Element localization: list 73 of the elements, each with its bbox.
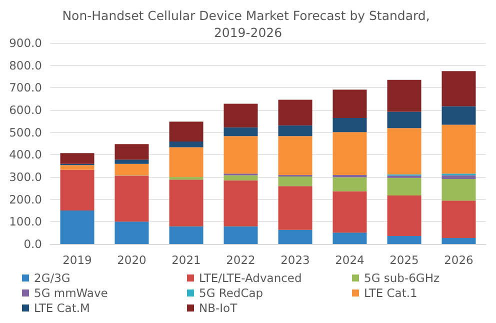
bar — [224, 180, 258, 226]
bar — [114, 164, 149, 176]
bar — [114, 222, 149, 244]
bar — [278, 230, 312, 244]
bar — [387, 128, 422, 174]
x-tick-label: 2025 — [390, 253, 419, 267]
bar — [169, 122, 204, 142]
bar — [278, 125, 312, 136]
bar — [278, 136, 312, 175]
bar — [169, 177, 204, 180]
x-tick-label: 2022 — [226, 253, 256, 267]
legend-label: 5G sub-6GHz — [364, 271, 440, 285]
chart-title: Non-Handset Cellular Device Market Forecast by Standard, 2019-2026 — [62, 8, 434, 40]
y-tick-label: 600.0 — [9, 103, 42, 117]
x-tick-label: 2020 — [117, 253, 146, 267]
bar — [332, 118, 367, 132]
bar — [114, 176, 149, 222]
bar — [278, 186, 312, 230]
bar — [442, 71, 476, 106]
legend-label: 2G/3G — [34, 271, 70, 285]
bar — [60, 210, 94, 244]
bar — [278, 176, 312, 186]
bar — [332, 191, 367, 233]
bar — [224, 104, 258, 128]
bar — [114, 160, 149, 164]
legend-label: LTE Cat.1 — [364, 286, 418, 300]
bar — [60, 165, 94, 170]
bar — [224, 226, 258, 244]
bar — [332, 132, 367, 175]
bar — [169, 147, 204, 177]
legend-label: 5G mmWave — [34, 286, 108, 300]
bar — [332, 177, 367, 192]
legend-label: NB-IoT — [199, 301, 238, 315]
y-tick-label: 400.0 — [9, 148, 42, 162]
bar — [442, 238, 476, 244]
bar — [224, 175, 258, 180]
bar — [387, 178, 422, 196]
y-tick-label: 800.0 — [9, 58, 42, 72]
bar — [169, 141, 204, 148]
bar — [60, 170, 94, 210]
legend-label: 5G RedCap — [199, 286, 264, 300]
x-tick-label: 2019 — [62, 253, 92, 267]
bar — [442, 124, 476, 174]
bar — [387, 112, 422, 128]
bar — [387, 80, 422, 112]
y-tick-label: 0.0 — [24, 237, 42, 251]
y-tick-label: 500.0 — [9, 125, 42, 140]
legend-label: LTE Cat.M — [34, 301, 90, 315]
x-tick-label: 2023 — [280, 253, 310, 267]
y-tick-label: 900.0 — [9, 36, 42, 50]
x-tick-label: 2024 — [335, 253, 364, 267]
bar — [224, 136, 258, 174]
bar — [332, 90, 367, 118]
y-tick-label: 300.0 — [9, 170, 42, 184]
bar — [442, 200, 476, 238]
x-tick-label: 2021 — [172, 253, 201, 267]
x-tick-label: 2026 — [444, 253, 474, 267]
bar — [169, 226, 204, 244]
bar — [442, 179, 476, 201]
bar — [387, 236, 422, 244]
bar — [60, 153, 94, 164]
bar — [114, 144, 149, 160]
y-tick-label: 700.0 — [9, 80, 42, 95]
bar — [442, 106, 476, 125]
bar — [278, 100, 312, 126]
y-tick-label: 100.0 — [9, 214, 42, 229]
bar — [169, 180, 204, 226]
bar — [332, 232, 367, 244]
bar — [224, 127, 258, 136]
bar — [387, 196, 422, 236]
bar — [442, 175, 476, 180]
y-tick-label: 200.0 — [9, 192, 42, 206]
legend-label: LTE/LTE-Advanced — [199, 271, 302, 285]
